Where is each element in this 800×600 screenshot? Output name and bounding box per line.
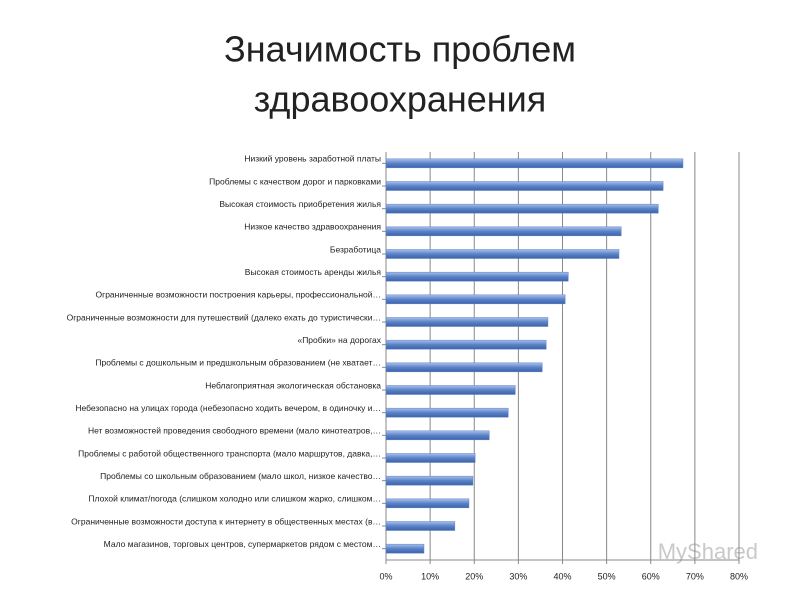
- bar: [385, 362, 543, 373]
- bar: [385, 407, 509, 418]
- bar: [385, 521, 456, 531]
- y-tick-label: Высокая стоимость аренды жилья: [245, 267, 382, 277]
- y-tick-label: Ограниченные возможности для путешествий…: [67, 312, 381, 322]
- y-tick-label: Плохой климат/погода (слишком холодно ил…: [88, 494, 381, 504]
- x-tick-label: 70%: [686, 571, 704, 581]
- chart-title: Значимость проблем: [224, 29, 576, 70]
- y-tick-label: Проблемы со школьным образованием (мало …: [100, 471, 381, 481]
- x-tick-label: 80%: [730, 571, 748, 581]
- bar: [385, 294, 566, 305]
- x-tick-label: 30%: [509, 571, 527, 581]
- y-tick-label: Мало магазинов, торговых центров, суперм…: [104, 539, 381, 549]
- bar: [385, 181, 664, 191]
- bar: [385, 385, 516, 395]
- y-tick-label: Безработица: [330, 244, 381, 254]
- x-tick-label: 10%: [421, 571, 439, 581]
- x-tick-label: 40%: [553, 571, 571, 581]
- bar: [385, 317, 549, 327]
- y-tick-label: Проблемы с качеством дорог и парковками: [209, 176, 381, 186]
- y-tick-label: Низкое качество здравоохранения: [244, 222, 381, 232]
- bar: [385, 226, 622, 237]
- y-tick-label: Высокая стоимость приобретения жилья: [219, 199, 381, 209]
- bar: [385, 543, 425, 554]
- bar: [385, 203, 659, 214]
- y-tick-label: Небезопасно на улицах города (небезопасн…: [75, 403, 381, 413]
- chart-title: здравоохранения: [254, 79, 547, 120]
- y-tick-label: Нет возможностей проведения свободного в…: [88, 426, 381, 436]
- bar: [385, 271, 569, 282]
- x-tick-label: 50%: [598, 571, 616, 581]
- bar: [385, 475, 474, 486]
- y-tick-label: Проблемы с дошкольным и предшкольным обр…: [95, 358, 381, 368]
- x-tick-label: 60%: [642, 571, 660, 581]
- bar: [385, 498, 470, 509]
- bar: [385, 249, 620, 259]
- y-tick-label: Ограниченные возможности доступа к интер…: [71, 516, 381, 526]
- y-tick-label: «Пробки» на дорогах: [297, 335, 381, 345]
- y-tick-label: Ограниченные возможности построения карь…: [95, 290, 381, 300]
- bar: [385, 430, 490, 441]
- y-tick-label: Низкий уровень заработной платы: [244, 154, 381, 164]
- bar: [385, 453, 476, 463]
- y-tick-label: Неблагоприятная экологическая обстановка: [205, 380, 381, 390]
- x-tick-label: 0%: [379, 571, 392, 581]
- y-tick-label: Проблемы с работой общественного транспо…: [78, 448, 381, 458]
- x-tick-label: 20%: [465, 571, 483, 581]
- bar: [385, 158, 684, 169]
- bar: [385, 339, 547, 350]
